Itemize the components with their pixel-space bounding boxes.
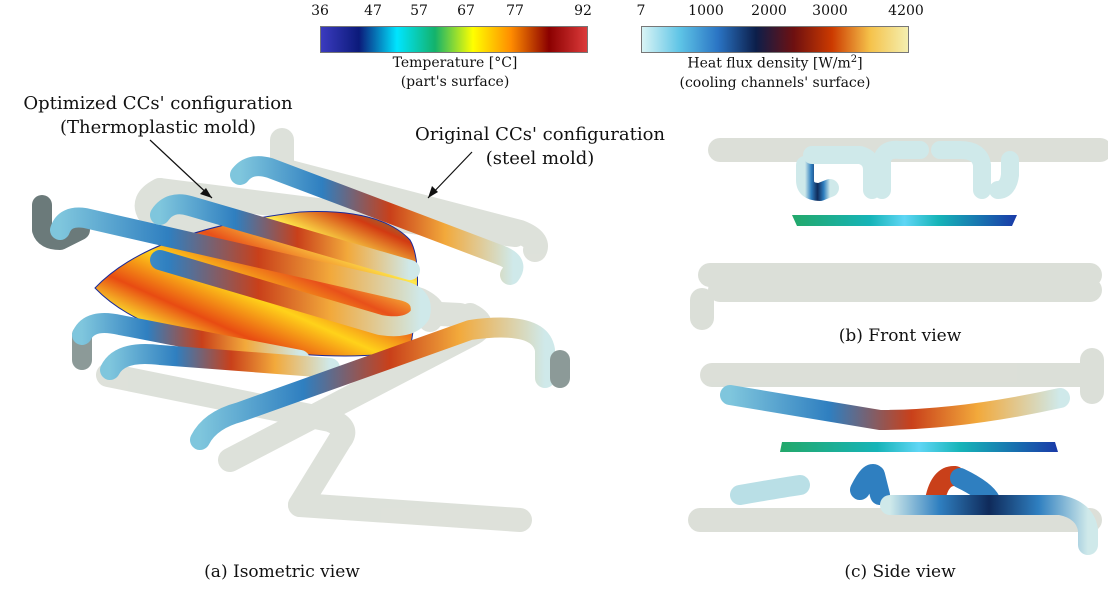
original-annotation-line1: Original CCs' configuration xyxy=(414,124,666,145)
temperature-tick: 67 xyxy=(457,3,475,19)
temperature-tick: 77 xyxy=(506,3,524,19)
heat-flux-title-line2: (cooling channels' surface) xyxy=(679,74,871,91)
front-view xyxy=(690,138,1108,330)
heat-flux-colorbar-title: Heat flux density [W/m2] (cooling channe… xyxy=(679,50,870,93)
temperature-tick: 47 xyxy=(364,3,382,19)
optimized-channels xyxy=(32,156,570,450)
front-part xyxy=(792,215,1017,226)
heat-flux-colorbar-gradient xyxy=(641,26,909,53)
temperature-tick: 36 xyxy=(311,3,329,19)
side-optimized-channels xyxy=(720,385,1098,555)
temperature-tick: 92 xyxy=(574,3,592,19)
caption-isometric-view: (a) Isometric view xyxy=(204,562,360,582)
caption-side-view: (c) Side view xyxy=(844,562,956,582)
original-channels-annotation: Original CCs' configuration (steel mold) xyxy=(415,123,665,171)
temperature-colorbar-gradient xyxy=(320,26,588,53)
front-optimized-channels xyxy=(731,140,1089,271)
temperature-title-line1: Temperature [°C] xyxy=(392,55,518,71)
heat-flux-tick: 1000 xyxy=(688,3,724,19)
heat-flux-tick: 2000 xyxy=(751,3,787,19)
caption-front-view: (b) Front view xyxy=(838,326,962,346)
side-ghost-channels xyxy=(688,348,1104,532)
original-annotation-line2: (steel mold) xyxy=(485,148,595,169)
heat-flux-tick: 3000 xyxy=(812,3,848,19)
front-ghost-channels xyxy=(690,138,1108,330)
optimized-annotation-line2: (Thermoplastic mold) xyxy=(59,117,257,138)
side-part xyxy=(780,442,1058,452)
isometric-view xyxy=(32,128,570,532)
temperature-tick: 57 xyxy=(410,3,428,19)
temperature-title-line2: (part's surface) xyxy=(400,74,510,90)
heat-flux-tick: 7 xyxy=(636,3,646,19)
optimized-arrow xyxy=(149,139,213,199)
optimized-channels-annotation: Optimized CCs' configuration (Thermoplas… xyxy=(23,92,292,140)
heat-flux-title-line1: Heat flux density [W/m2] xyxy=(687,54,863,72)
side-view xyxy=(688,348,1104,555)
temperature-colorbar-title: Temperature [°C] (part's surface) xyxy=(393,54,518,92)
heat-flux-tick: 4200 xyxy=(888,3,924,19)
optimized-annotation-line1: Optimized CCs' configuration xyxy=(23,93,293,114)
